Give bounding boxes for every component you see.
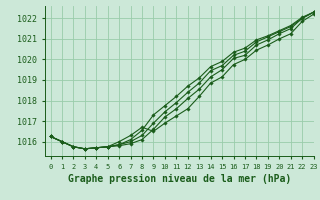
X-axis label: Graphe pression niveau de la mer (hPa): Graphe pression niveau de la mer (hPa)	[68, 174, 291, 184]
